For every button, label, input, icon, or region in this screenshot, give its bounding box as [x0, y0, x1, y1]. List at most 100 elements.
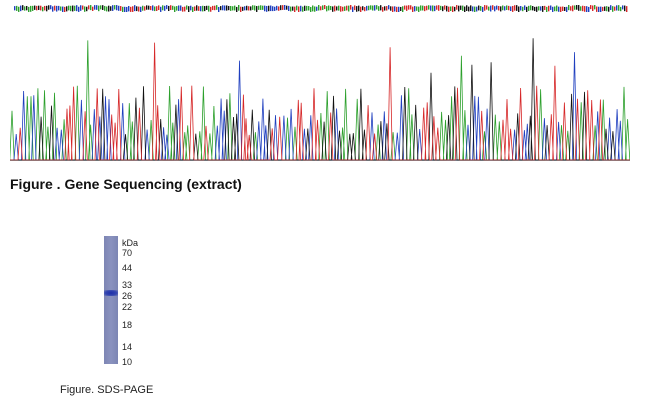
- protein-band: [104, 290, 118, 296]
- sequence-base-tick: [84, 6, 86, 12]
- sequence-base-tick: [320, 6, 322, 11]
- sequence-base-tick: [44, 5, 46, 11]
- sequence-base-tick: [296, 5, 298, 11]
- sequence-base-tick: [128, 5, 130, 12]
- sequence-base-tick: [348, 5, 350, 12]
- sequence-base-tick: [210, 6, 212, 12]
- sequence-base-tick: [60, 6, 62, 11]
- sequence-base-tick: [450, 6, 452, 12]
- sequence-base-tick: [270, 5, 272, 12]
- sequence-base-tick: [148, 5, 150, 10]
- sequence-base-tick: [112, 5, 114, 11]
- sequence-base-tick: [260, 5, 262, 10]
- sequence-base-tick: [88, 5, 90, 10]
- sequence-base-tick: [492, 5, 494, 10]
- sequence-base-tick: [510, 6, 512, 11]
- sequence-base-tick: [546, 6, 548, 12]
- sequence-base-tick: [612, 6, 614, 12]
- sequence-base-tick: [616, 5, 618, 11]
- sequence-base-tick: [122, 6, 124, 12]
- sequence-base-tick: [228, 5, 230, 11]
- sequence-base-tick: [80, 5, 82, 11]
- sequence-base-tick: [256, 6, 258, 12]
- sequence-base-tick: [602, 6, 604, 12]
- marker-label: 10: [122, 357, 133, 367]
- sequence-base-tick: [314, 6, 316, 12]
- sequence-base-tick: [368, 5, 370, 11]
- sequence-base-tick: [152, 5, 154, 11]
- sequence-base-tick: [358, 5, 360, 12]
- sequence-base-tick: [454, 6, 456, 12]
- sequence-base-tick: [316, 6, 318, 11]
- sequence-base-tick: [614, 6, 616, 11]
- sequence-base-tick: [572, 5, 574, 12]
- sequence-base-tick: [476, 6, 478, 12]
- sequence-base-tick: [604, 6, 606, 11]
- sequence-base-tick: [464, 6, 466, 12]
- sequence-base-tick: [16, 5, 18, 11]
- sequence-base-tick: [422, 5, 424, 11]
- sequence-base-tick: [248, 6, 250, 11]
- sequence-base-tick: [364, 6, 366, 12]
- sequence-base-tick: [508, 5, 510, 11]
- sequence-base-tick: [166, 5, 168, 10]
- sequence-base-tick: [452, 6, 454, 12]
- sequence-base-tick: [484, 5, 486, 11]
- sequence-base-tick: [502, 5, 504, 11]
- sequence-base-tick: [418, 6, 420, 12]
- sequence-base-tick: [294, 6, 296, 12]
- sequence-base-tick: [560, 6, 562, 12]
- sequence-base-tick: [202, 5, 204, 12]
- marker-label: 22: [122, 302, 133, 312]
- sequence-base-tick: [542, 5, 544, 12]
- sequence-base-tick: [562, 6, 564, 11]
- sequence-base-tick: [306, 5, 308, 11]
- sequence-base-tick: [116, 5, 118, 11]
- sequence-base-tick: [518, 6, 520, 12]
- sequence-base-tick: [52, 6, 54, 12]
- sequence-base-tick: [286, 5, 288, 10]
- sequence-base-tick: [94, 5, 96, 10]
- sequence-base-tick: [272, 6, 274, 12]
- sequence-base-tick: [448, 6, 450, 12]
- sequence-base-tick: [178, 5, 180, 11]
- sequence-base-tick: [186, 5, 188, 10]
- sequence-base-tick: [512, 5, 514, 12]
- sequence-base-tick: [392, 6, 394, 12]
- sequence-base-tick: [600, 6, 602, 12]
- sequence-base-tick: [96, 5, 98, 10]
- sequence-base-tick: [180, 5, 182, 11]
- sequence-base-tick: [110, 6, 112, 11]
- sequence-base-tick: [590, 5, 592, 10]
- sequence-base-tick: [124, 6, 126, 12]
- trace-a: [10, 40, 630, 161]
- sequence-base-tick: [310, 6, 312, 12]
- sequence-base-tick: [328, 5, 330, 11]
- sequence-base-tick: [482, 6, 484, 12]
- sequence-base-tick: [618, 5, 620, 11]
- sequence-base-tick: [144, 6, 146, 11]
- sequence-base-tick: [118, 5, 120, 11]
- sequence-base-tick: [304, 5, 306, 11]
- sequence-base-tick: [552, 6, 554, 12]
- sequence-base-tick: [172, 5, 174, 10]
- sequence-base-tick: [58, 5, 60, 11]
- sequence-base-tick: [140, 6, 142, 12]
- sequence-base-tick: [252, 5, 254, 10]
- sequence-base-tick: [200, 6, 202, 12]
- sequence-base-tick: [480, 5, 482, 11]
- sequence-base-tick: [500, 6, 502, 12]
- sequence-base-tick: [302, 6, 304, 12]
- sequence-base-tick: [150, 6, 152, 11]
- sequence-base-tick: [106, 6, 108, 12]
- sequence-base-tick: [268, 5, 270, 12]
- sequence-base-tick: [254, 5, 256, 11]
- sequence-base-tick: [176, 6, 178, 11]
- sequence-base-tick: [608, 6, 610, 12]
- sequence-base-tick: [262, 5, 264, 10]
- sequence-base-tick: [82, 5, 84, 10]
- sequence-base-tick: [446, 5, 448, 12]
- sequence-base-tick: [566, 6, 568, 12]
- sequence-base-tick: [488, 6, 490, 11]
- sequence-base-tick: [232, 6, 234, 11]
